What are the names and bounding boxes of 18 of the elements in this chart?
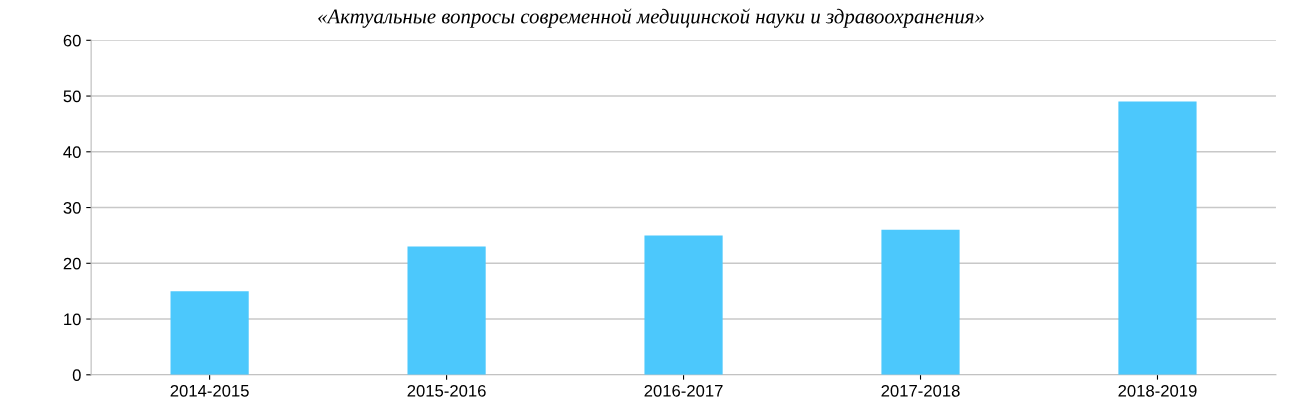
bar xyxy=(1118,101,1197,375)
y-tick-label: 10 xyxy=(64,313,81,326)
x-tick-label: 2015-2016 xyxy=(407,384,486,397)
x-tick-label: 2018-2019 xyxy=(1118,384,1197,397)
x-tick-label: 2014-2015 xyxy=(170,384,249,397)
y-tick-label: 0 xyxy=(72,369,81,381)
y-tick-label: 50 xyxy=(63,90,81,103)
x-tick-label: 2016-2017 xyxy=(644,384,723,397)
bar xyxy=(407,246,486,375)
y-tick-label: 20 xyxy=(63,257,81,270)
bar xyxy=(881,229,960,375)
bar xyxy=(170,291,249,375)
x-tick-label: 2017-2018 xyxy=(881,384,960,397)
y-tick-label: 60 xyxy=(63,34,81,47)
bar xyxy=(644,235,723,375)
y-tick-label: 30 xyxy=(63,201,81,214)
y-tick-label: 40 xyxy=(63,146,81,158)
chart-title: «Актуальные вопросы современной медицинской науки и здравоохранения» xyxy=(318,8,984,28)
